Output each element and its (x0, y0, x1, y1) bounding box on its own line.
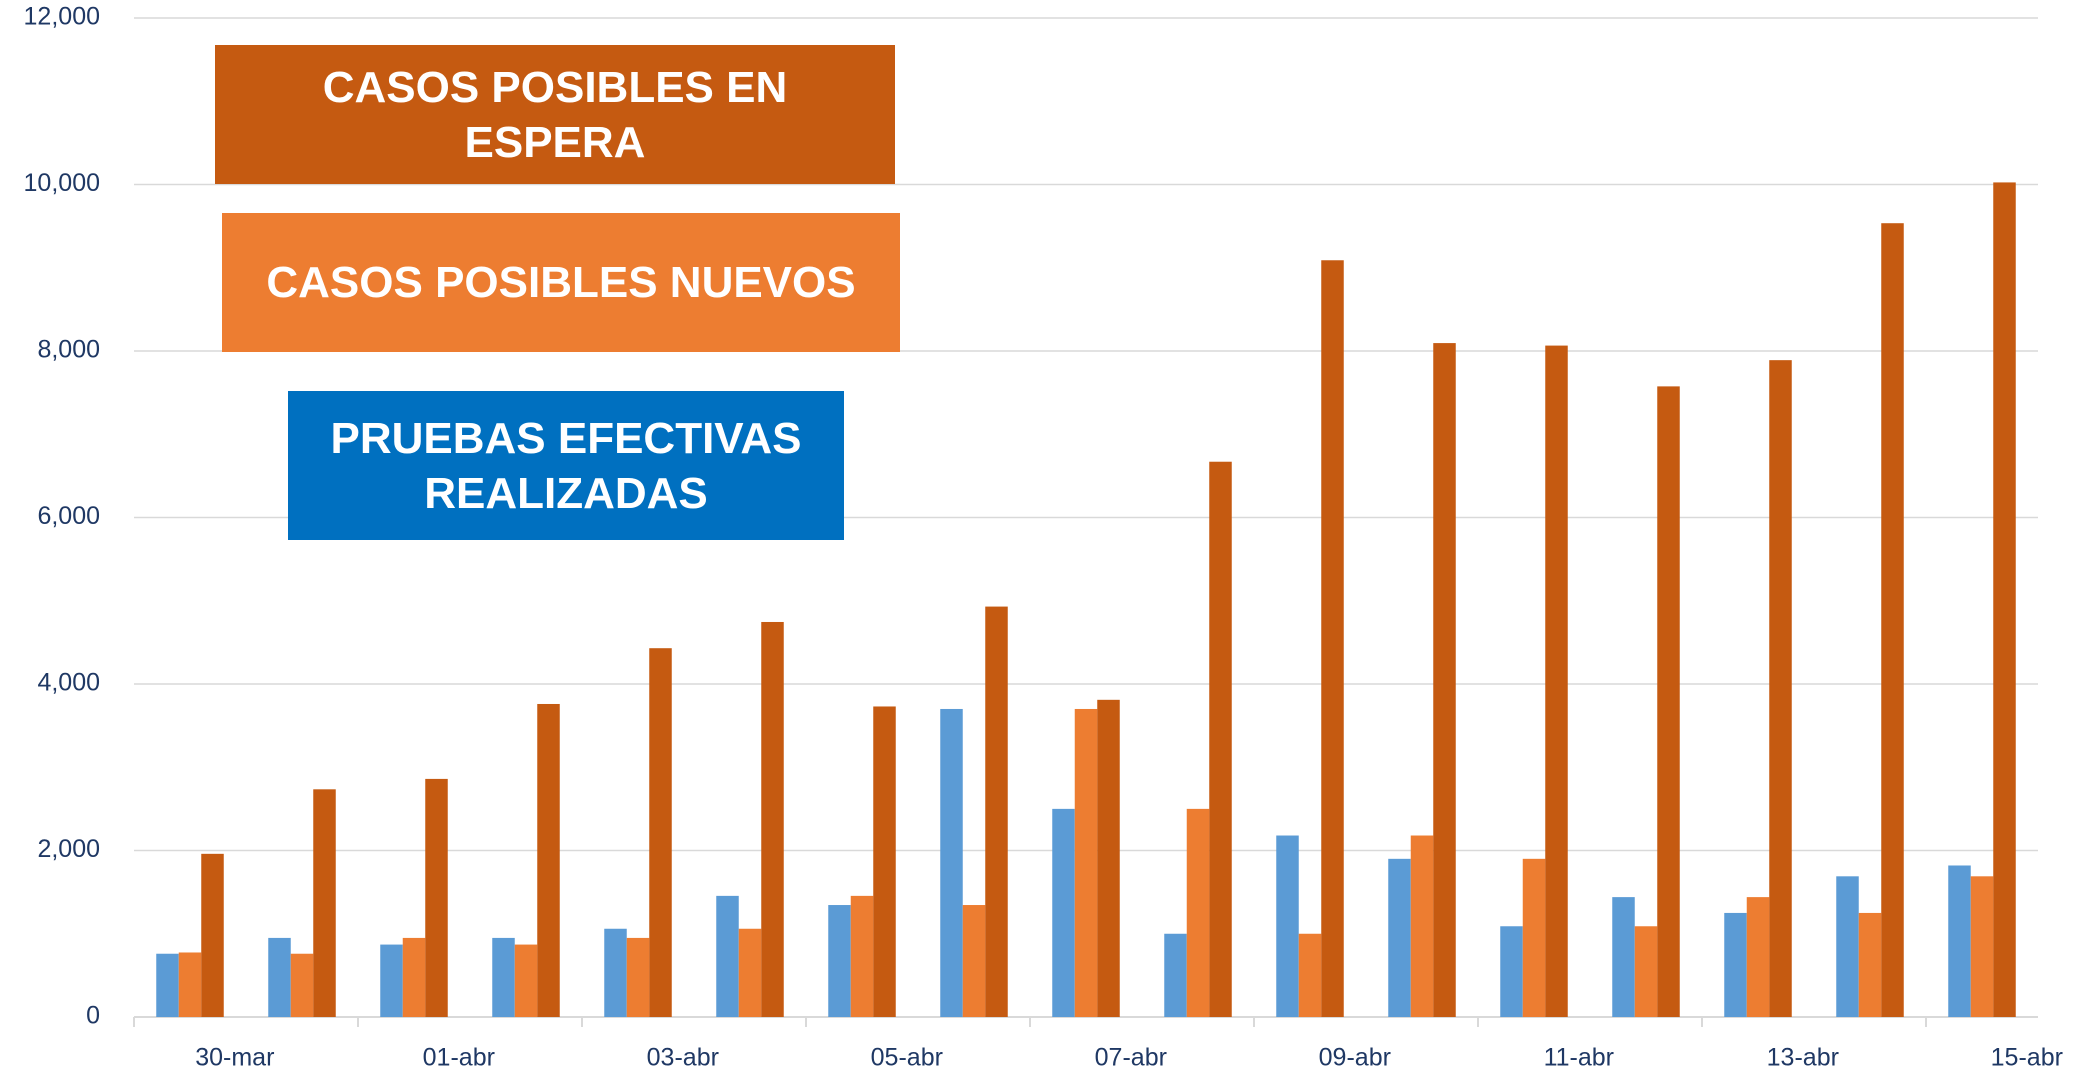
bar (604, 928, 627, 1017)
x-tick-label: 01-abr (423, 1044, 495, 1072)
bar (537, 703, 560, 1017)
bar (1074, 708, 1098, 1017)
bar (178, 952, 202, 1017)
bar (940, 708, 963, 1017)
bar (380, 944, 403, 1017)
bar (1746, 897, 1770, 1017)
bar (962, 905, 986, 1017)
bar (1836, 876, 1859, 1017)
x-tick-label: 03-abr (647, 1044, 719, 1072)
bar (1433, 343, 1456, 1017)
x-tick-label: 09-abr (1319, 1044, 1391, 1072)
bar (1858, 912, 1882, 1017)
bar (985, 606, 1008, 1017)
legend-entry: CASOS POSIBLES EN ESPERA (215, 45, 895, 184)
bar (402, 937, 426, 1017)
bar (1388, 858, 1411, 1017)
bar (1634, 926, 1658, 1017)
bar (850, 895, 874, 1017)
bar (1164, 933, 1187, 1017)
bar (1522, 858, 1546, 1017)
bar (290, 953, 314, 1017)
bar (716, 895, 739, 1017)
bar (828, 905, 851, 1017)
y-tick-label: 0 (86, 1002, 100, 1030)
bar (1209, 461, 1232, 1017)
y-tick-label: 10,000 (24, 169, 100, 197)
bar (1948, 865, 1971, 1017)
y-tick-label: 6,000 (37, 502, 100, 530)
bar (1993, 182, 2016, 1017)
bar (1657, 386, 1680, 1018)
x-tick-label: 11-abr (1544, 1044, 1614, 1072)
bar (201, 853, 224, 1017)
bar (1724, 912, 1747, 1017)
bar (649, 648, 672, 1017)
x-tick-label: 30-mar (195, 1044, 274, 1072)
bar (626, 937, 650, 1017)
bar (1410, 835, 1434, 1017)
bar (1186, 808, 1210, 1017)
x-tick-label: 13-abr (1767, 1044, 1839, 1072)
x-tick-label: 15-abr (1991, 1044, 2063, 1072)
bar (1276, 835, 1299, 1017)
legend-entry: CASOS POSIBLES NUEVOS (222, 213, 900, 352)
bar (492, 937, 515, 1017)
x-tick-label: 07-abr (1095, 1044, 1167, 1072)
bar (1052, 808, 1075, 1017)
bar (1545, 345, 1568, 1017)
bar (1612, 897, 1635, 1017)
bar (1769, 360, 1792, 1018)
bar (1500, 926, 1523, 1017)
bar (1298, 933, 1322, 1017)
bar (1321, 260, 1344, 1017)
y-tick-label: 8,000 (37, 336, 100, 364)
legend-entry: PRUEBAS EFECTIVAS REALIZADAS (288, 391, 844, 540)
y-tick-label: 4,000 (37, 669, 100, 697)
bar (425, 778, 448, 1017)
y-tick-label: 12,000 (24, 3, 100, 31)
bar (156, 953, 179, 1017)
bar (313, 789, 336, 1017)
x-tick-label: 05-abr (871, 1044, 943, 1072)
bar (1881, 223, 1904, 1017)
bar (738, 928, 762, 1017)
bar (761, 621, 784, 1017)
bar (873, 706, 896, 1017)
bar (268, 937, 291, 1017)
y-tick-label: 2,000 (37, 835, 100, 863)
bar (1097, 699, 1120, 1017)
bar (514, 944, 538, 1017)
bar (1970, 876, 1994, 1017)
